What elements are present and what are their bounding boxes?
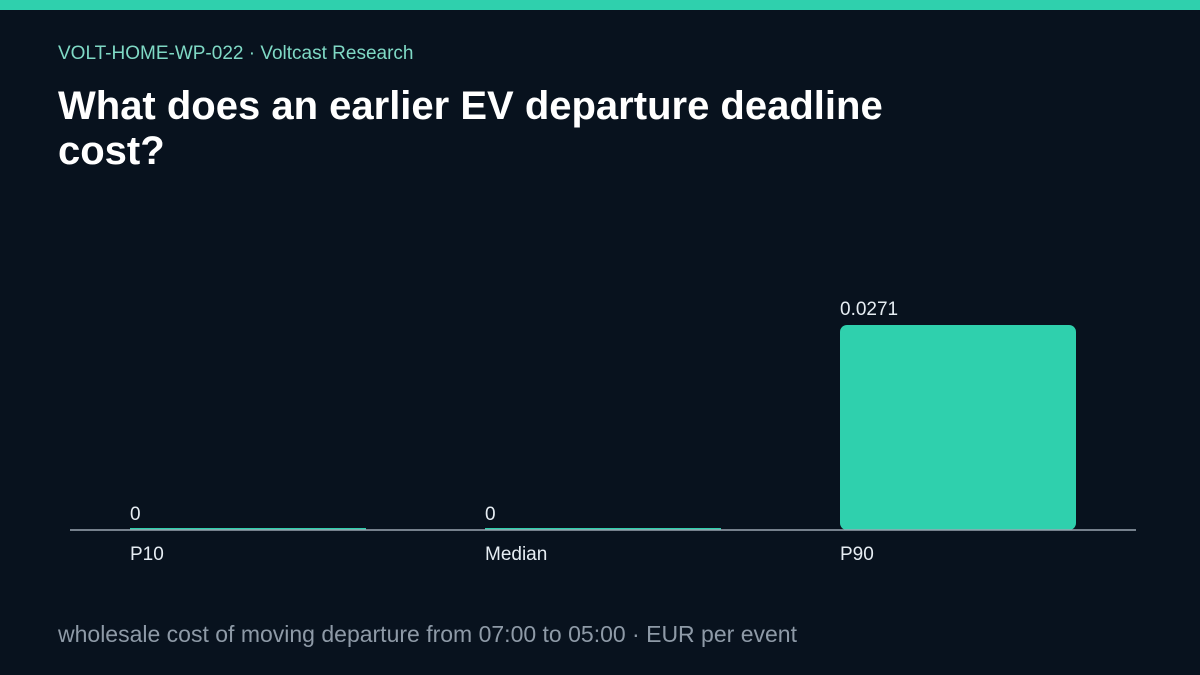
top-accent-bar	[0, 0, 1200, 10]
value-label-p90: 0.0271	[840, 299, 898, 320]
category-label-p10: P10	[130, 544, 164, 565]
chart-subtitle: wholesale cost of moving departure from …	[58, 621, 797, 647]
chart-title: What does an earlier EV departure deadli…	[58, 84, 883, 173]
category-label-p90: P90	[840, 544, 874, 565]
category-label-median: Median	[485, 544, 547, 565]
bars-layer	[130, 325, 1076, 530]
labels-layer: 0 P10 0 Median 0.0271 P90	[130, 299, 898, 565]
value-label-median: 0	[485, 504, 496, 525]
report-kicker: VOLT-HOME-WP-022 · Voltcast Research	[58, 43, 414, 64]
bar-p90	[840, 325, 1076, 530]
value-label-p10: 0	[130, 504, 141, 525]
